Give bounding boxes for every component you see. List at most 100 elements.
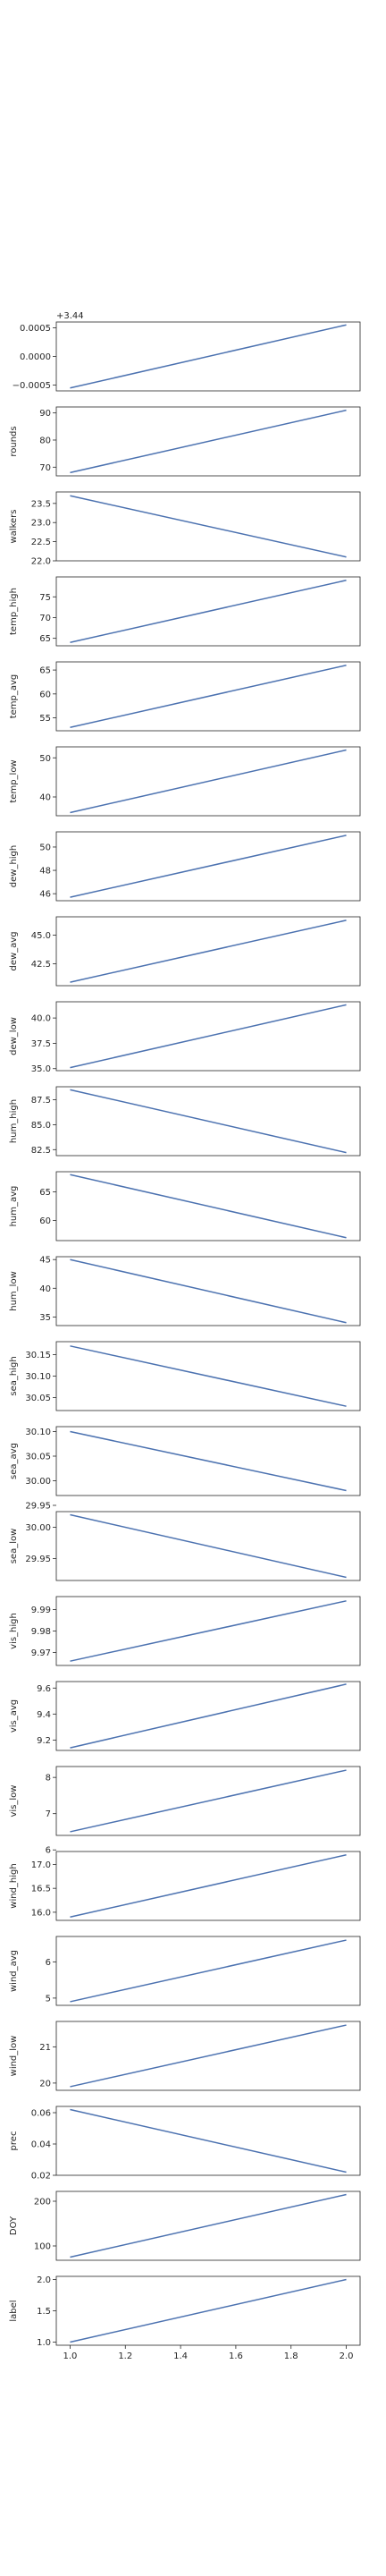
series-line bbox=[70, 1939, 347, 2003]
y-tick-label: 100 bbox=[34, 2242, 51, 2252]
y-tick-label: 65 bbox=[39, 634, 51, 644]
series-line bbox=[70, 1089, 347, 1154]
y-axis-label: dew_avg bbox=[9, 931, 19, 970]
y-tick-label: 23.5 bbox=[31, 499, 51, 509]
y-tick-label: 20 bbox=[39, 2079, 51, 2089]
y-tick-label: 9.4 bbox=[37, 1710, 51, 1720]
y-tick-label: 35.0 bbox=[31, 1064, 51, 1074]
series-line bbox=[70, 1600, 347, 1662]
y-tick-label: 1.5 bbox=[37, 2307, 51, 2317]
y-axis-label: DOY bbox=[9, 2216, 19, 2235]
axes-frame bbox=[55, 1766, 361, 1836]
y-tick-label: 50 bbox=[39, 843, 51, 852]
y-tick-label: 30.00 bbox=[25, 1477, 51, 1487]
series-line bbox=[70, 1004, 347, 1069]
series-line bbox=[70, 2108, 347, 2174]
y-axis-label: temp_avg bbox=[9, 674, 19, 719]
y-tick-label: 0.0000 bbox=[20, 352, 51, 362]
y-tick-label: 9.98 bbox=[31, 1627, 51, 1637]
y-axis-label: label bbox=[9, 2300, 19, 2321]
axes-frame bbox=[55, 916, 361, 987]
axes-frame bbox=[55, 1256, 361, 1326]
y-axis-label: hum_high bbox=[9, 1099, 19, 1143]
y-tick-label: 0.0005 bbox=[20, 324, 51, 334]
y-tick-label: 30.00 bbox=[25, 1523, 51, 1533]
axes-frame bbox=[55, 1936, 361, 2006]
axes-frame bbox=[55, 1426, 361, 1496]
series-line bbox=[70, 2024, 347, 2088]
y-axis-label: temp_high bbox=[9, 588, 19, 635]
x-tick-label: 1.8 bbox=[284, 2351, 298, 2361]
y-tick-label: 23.0 bbox=[31, 519, 51, 529]
series-line bbox=[70, 579, 347, 644]
y-tick-label: 60 bbox=[39, 690, 51, 699]
x-tick-label: 2.0 bbox=[340, 2351, 354, 2361]
y-tick-label: 9.6 bbox=[37, 1684, 51, 1694]
axes-frame bbox=[55, 491, 361, 562]
axes-frame bbox=[55, 2021, 361, 2091]
axes-frame bbox=[55, 1511, 361, 1581]
series-line bbox=[70, 749, 347, 814]
y-axis-label: sea_low bbox=[9, 1529, 19, 1564]
series-line bbox=[70, 324, 347, 389]
y-tick-label: 45 bbox=[39, 1256, 51, 1266]
y-axis-label: rounds bbox=[9, 426, 19, 456]
axes-frame bbox=[55, 1086, 361, 1157]
axes-frame bbox=[55, 1681, 361, 1751]
y-tick-label: 50 bbox=[39, 754, 51, 764]
y-tick-label: 65 bbox=[39, 666, 51, 676]
axes-frame bbox=[55, 1596, 361, 1666]
series-line bbox=[70, 2278, 347, 2343]
series-line bbox=[70, 665, 347, 728]
y-tick-label: 45.0 bbox=[31, 931, 51, 941]
y-tick-label: 42.5 bbox=[31, 960, 51, 970]
series-line bbox=[70, 1430, 347, 1492]
x-tick-label: 1.0 bbox=[63, 2351, 78, 2361]
y-tick-label: 9.97 bbox=[31, 1648, 51, 1658]
axes-frame bbox=[55, 2106, 361, 2176]
y-tick-label: 17.0 bbox=[31, 1860, 51, 1870]
y-tick-label: −0.0005 bbox=[13, 381, 51, 391]
series-line bbox=[70, 1345, 347, 1407]
y-axis-label: vis_high bbox=[9, 1613, 19, 1649]
y-axis-label: prec bbox=[9, 2131, 19, 2151]
x-tick-label: 1.4 bbox=[173, 2351, 188, 2361]
y-tick-label: 29.95 bbox=[25, 1555, 51, 1564]
y-tick-label: 80 bbox=[39, 436, 51, 445]
axes-frame bbox=[55, 406, 361, 477]
y-tick-label: 0.02 bbox=[31, 2172, 51, 2182]
series-line bbox=[70, 495, 347, 558]
y-tick-label: 0.06 bbox=[31, 2109, 51, 2119]
y-axis-label: temp_low bbox=[9, 759, 19, 802]
y-tick-label: 70 bbox=[39, 614, 51, 623]
axes-frame bbox=[55, 321, 361, 392]
y-tick-label: 30.10 bbox=[25, 1372, 51, 1382]
series-line bbox=[70, 1174, 347, 1239]
y-tick-label: 46 bbox=[39, 890, 51, 900]
y-tick-label: 37.5 bbox=[31, 1039, 51, 1049]
y-tick-label: 2.0 bbox=[37, 2275, 51, 2285]
y-axis-label: wind_avg bbox=[9, 1950, 19, 1992]
y-tick-label: 30.05 bbox=[25, 1453, 51, 1462]
series-line bbox=[70, 835, 347, 898]
axes-frame bbox=[55, 1851, 361, 1921]
x-tick-label: 1.6 bbox=[229, 2351, 243, 2361]
y-tick-label: 6 bbox=[46, 1958, 51, 1968]
y-axis-label: sea_high bbox=[9, 1356, 19, 1395]
y-tick-label: 40 bbox=[39, 1284, 51, 1294]
y-tick-label: 16.0 bbox=[31, 1908, 51, 1918]
series-line bbox=[70, 1258, 347, 1324]
y-tick-label: 87.5 bbox=[31, 1096, 51, 1106]
y-tick-label: 90 bbox=[39, 409, 51, 419]
y-tick-label: 65 bbox=[39, 1188, 51, 1198]
y-tick-label: 5 bbox=[46, 1994, 51, 2004]
y-tick-label: 0.04 bbox=[31, 2140, 51, 2150]
x-tick-label: 1.2 bbox=[118, 2351, 132, 2361]
y-axis-label: sea_avg bbox=[9, 1443, 19, 1479]
y-tick-label: 6 bbox=[46, 1846, 51, 1856]
y-tick-label: 55 bbox=[39, 714, 51, 724]
y-tick-label: 9.99 bbox=[31, 1606, 51, 1615]
y-tick-label: 60 bbox=[39, 1216, 51, 1226]
